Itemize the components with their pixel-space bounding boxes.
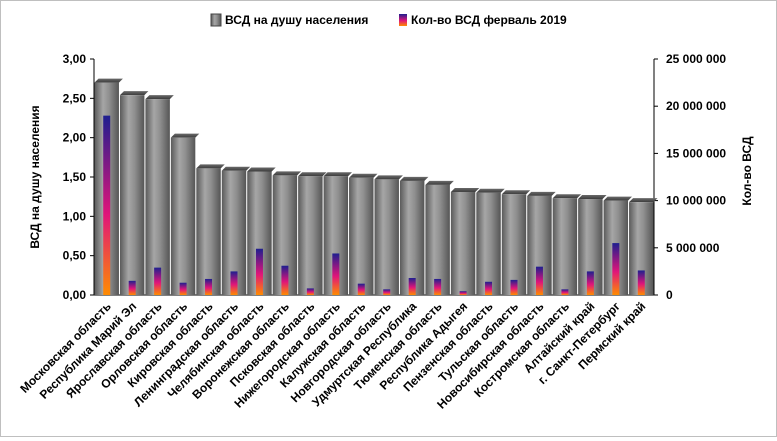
bar-vsd-count <box>205 278 213 295</box>
bar-vsd-per-capita <box>298 176 323 295</box>
y-tick-label: 2,00 <box>63 131 87 145</box>
bar-vsd-count <box>459 291 467 295</box>
bar-top-face <box>603 196 633 201</box>
bar-vsd-count <box>535 266 543 295</box>
legend-swatch-vsd-per-capita <box>210 13 222 27</box>
y2-tick-label: 15 000 000 <box>666 146 726 160</box>
bar-vsd-per-capita <box>145 99 170 296</box>
bar-vsd-per-capita <box>552 198 578 295</box>
bar-vsd-count <box>561 289 569 295</box>
bar-vsd-per-capita <box>425 184 450 295</box>
bar-top-face <box>145 95 174 100</box>
y2-tick-label: 5 000 000 <box>666 241 720 255</box>
bar-vsd-count <box>434 278 442 295</box>
bar-vsd-count <box>281 265 289 295</box>
bar-vsd-per-capita <box>476 192 501 295</box>
bar-top-face <box>349 173 378 178</box>
y-tick-label: 2,50 <box>63 91 87 105</box>
y-tick-label: 1,50 <box>63 170 87 184</box>
bar-top-face <box>629 198 658 203</box>
legend-swatch-vsd-count <box>399 14 407 26</box>
bar-top-face <box>501 190 531 195</box>
bar-vsd-per-capita <box>170 137 196 295</box>
bar-top-face <box>399 176 429 181</box>
y-tick-label: 0,50 <box>63 249 87 263</box>
y-axis-title: ВСД на душу населения <box>28 105 42 248</box>
bar-vsd-per-capita <box>196 168 221 295</box>
bar-top-face <box>272 171 302 176</box>
bar-vsd-count <box>306 288 314 295</box>
bar-vsd-count <box>383 289 391 295</box>
y-tick-label: 1,00 <box>63 209 87 223</box>
bar-vsd-count <box>637 270 645 295</box>
bar-top-face <box>527 191 556 196</box>
bar-vsd-count <box>485 281 493 295</box>
bar-vsd-count <box>230 271 238 295</box>
bar-vsd-count <box>128 280 136 295</box>
y2-axis-title: Кол-во ВСД <box>740 136 754 206</box>
bar-vsd-per-capita <box>501 194 527 295</box>
bar-vsd-count <box>154 267 162 295</box>
y2-tick-label: 20 000 000 <box>666 99 726 113</box>
bar-top-face <box>578 195 607 200</box>
bar-top-face <box>221 166 251 171</box>
bar-top-face <box>298 172 327 177</box>
bar-vsd-count <box>255 248 263 295</box>
bar-vsd-count <box>103 115 111 295</box>
bar-vsd-count <box>408 278 416 295</box>
bar-vsd-count <box>510 279 518 295</box>
bar-top-face <box>94 78 123 83</box>
bar-vsd-count <box>332 253 340 295</box>
bar-top-face <box>323 172 353 177</box>
bar-top-face <box>119 91 149 96</box>
bar-vsd-per-capita <box>399 180 425 295</box>
bar-vsd-per-capita <box>119 95 145 295</box>
bar-top-face <box>476 188 505 193</box>
bar-vsd-count <box>179 282 187 295</box>
bar-top-face <box>247 167 276 172</box>
bar-vsd-count <box>612 243 620 295</box>
y2-tick-label: 25 000 000 <box>666 52 726 66</box>
legend-label-vsd-per-capita: ВСД на душу населения <box>225 13 368 27</box>
bar-top-face <box>552 194 582 199</box>
legend-label-vsd-count: Кол-во ВСД ферваль 2019 <box>411 13 567 27</box>
bar-vsd-per-capita <box>349 177 374 295</box>
bar-vsd-count <box>586 271 594 295</box>
bar-vsd-count <box>357 283 365 295</box>
bar-top-face <box>450 187 480 192</box>
y-tick-label: 0,00 <box>63 288 87 302</box>
y2-tick-label: 0 <box>666 288 673 302</box>
y2-tick-label: 10 000 000 <box>666 194 726 208</box>
bar-top-face <box>425 180 454 185</box>
bar-top-face <box>170 133 200 138</box>
y-tick-label: 3,00 <box>63 52 87 66</box>
bar-top-face <box>374 175 403 180</box>
bar-vsd-per-capita <box>374 179 399 295</box>
bar-vsd-per-capita <box>450 191 476 295</box>
bar-top-face <box>196 164 225 169</box>
